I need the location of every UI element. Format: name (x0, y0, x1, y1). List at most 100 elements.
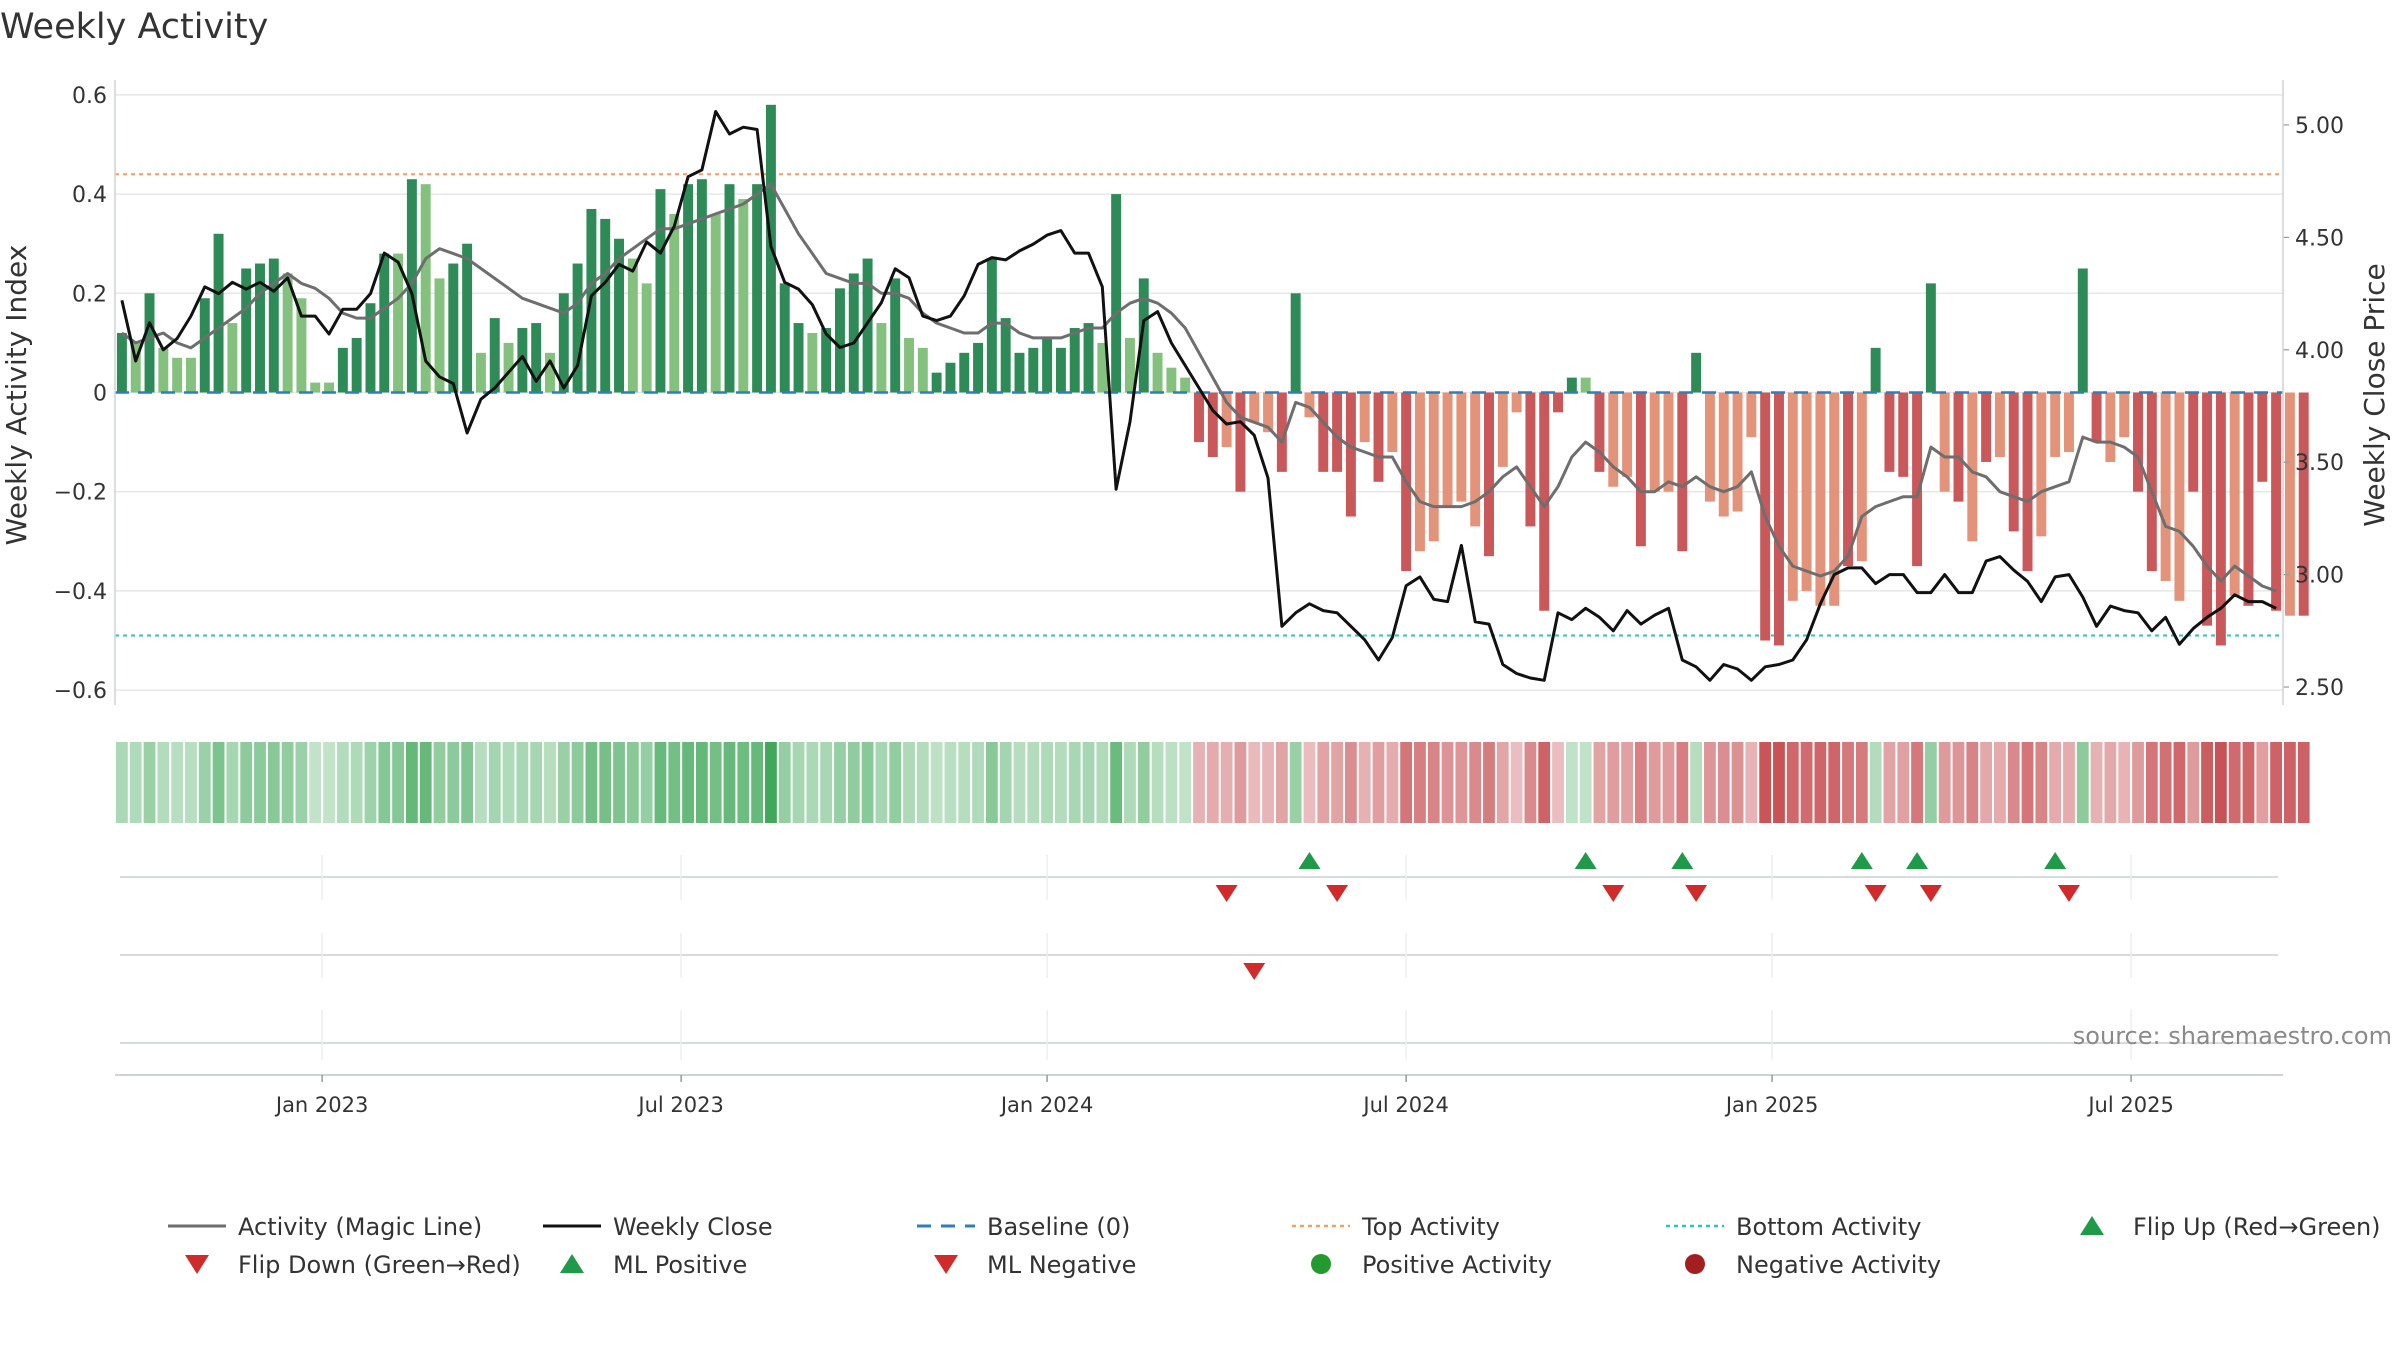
activity-bar (1884, 392, 1895, 472)
heat-cell (2159, 742, 2172, 823)
heat-cell (2173, 742, 2186, 823)
flip-down-marker (1864, 885, 1887, 902)
activity-bar (655, 189, 666, 393)
legend-label: Bottom Activity (1736, 1213, 1921, 1241)
legend-swatch (185, 1255, 209, 1274)
activity-bar (158, 347, 169, 393)
heat-cell (267, 742, 280, 823)
heat-cell (488, 742, 501, 823)
activity-bar (959, 352, 970, 393)
activity-bar (448, 263, 459, 393)
activity-bar (1166, 367, 1177, 393)
activity-bar (683, 184, 694, 393)
activity-bar (1843, 392, 1853, 567)
flip-down-marker (1215, 885, 1238, 902)
activity-bar (2146, 392, 2157, 572)
activity-bar (1663, 392, 1674, 492)
activity-bar (406, 179, 417, 393)
heat-cell (2228, 742, 2241, 823)
heat-cell (157, 742, 170, 823)
legend-item: Baseline (0) (917, 1213, 1130, 1241)
heat-cell (2076, 742, 2089, 823)
legend-item: ML Positive (560, 1251, 747, 1279)
activity-bar (1387, 392, 1398, 453)
activity-bar (1704, 392, 1715, 502)
heat-cell (392, 742, 404, 823)
heat-cell (1828, 742, 1841, 823)
activity-bar (1276, 392, 1287, 472)
activity-bar (1718, 392, 1729, 517)
heat-cell (792, 742, 805, 823)
heat-cell (2145, 742, 2158, 823)
x-tick-label: Jul 2025 (2086, 1093, 2173, 1117)
activity-bar (1856, 392, 1867, 562)
heat-cell (1400, 742, 1413, 823)
heat-cell (1648, 742, 1661, 823)
legend-item: Weekly Close (543, 1213, 773, 1241)
heat-cell (1303, 742, 1316, 823)
activity-bar (848, 273, 859, 393)
legend-label: ML Positive (613, 1251, 747, 1279)
heat-cell (999, 742, 1012, 823)
activity-bar (1470, 392, 1481, 527)
activity-bar (1635, 392, 1646, 547)
activity-bar (793, 323, 804, 393)
flip-up-marker (1671, 852, 1694, 869)
x-tick-label: Jul 2023 (636, 1093, 723, 1117)
activity-bar (475, 352, 486, 393)
heat-cell (1414, 742, 1426, 823)
heat-cell (847, 742, 860, 823)
activity-bar (1525, 392, 1536, 527)
heat-cell (1869, 742, 1882, 823)
activity-bar (1939, 392, 1950, 492)
heat-cell (1994, 742, 2006, 823)
activity-bar (738, 199, 749, 393)
activity-bar (2050, 392, 2061, 457)
heat-cell (1938, 742, 1951, 823)
heat-cell (516, 742, 529, 823)
activity-bar (1332, 392, 1343, 472)
activity-bar (2271, 392, 2282, 611)
legend-swatch (2080, 1216, 2104, 1235)
legend-item: Negative Activity (1685, 1251, 1941, 1279)
activity-bar (1083, 323, 1094, 393)
heat-cell (378, 742, 391, 823)
y2-tick-label: 3.00 (2295, 564, 2344, 589)
activity-bar (2063, 392, 2074, 453)
flip-up-marker (1574, 852, 1597, 869)
heat-cell (1842, 742, 1854, 823)
heat-cell (1924, 742, 1937, 823)
heat-cell (129, 742, 142, 823)
activity-bar (1967, 392, 1978, 542)
heat-cell (2214, 742, 2227, 823)
activity-bar (1497, 392, 1508, 467)
activity-bar (1318, 392, 1329, 472)
activity-bar (1815, 392, 1826, 606)
heat-cell (1483, 742, 1495, 823)
heat-cell (1358, 742, 1371, 823)
legend-swatch (1685, 1254, 1705, 1274)
heat-cell (2104, 742, 2117, 823)
legend: Activity (Magic Line) Weekly Close Baselin… (168, 1213, 2381, 1279)
y2-tick-label: 4.00 (2295, 339, 2344, 364)
heat-cell (654, 742, 667, 823)
heat-cell (1579, 742, 1592, 823)
activity-bar (1414, 392, 1425, 552)
activity-bar (600, 218, 611, 393)
heat-cell (1124, 742, 1136, 823)
heat-cell (185, 742, 197, 823)
heat-cell (2201, 742, 2213, 823)
heat-cell (985, 742, 998, 823)
heat-cell (475, 742, 487, 823)
heat-cell (198, 742, 211, 823)
heat-cell (461, 742, 474, 823)
legend-item: Flip Up (Red→Green) (2080, 1213, 2381, 1241)
heat-cell (1814, 742, 1827, 823)
heat-cell (433, 742, 446, 823)
heat-cell (1607, 742, 1620, 823)
activity-bar (172, 357, 183, 393)
activity-bar (1000, 318, 1011, 393)
activity-bar (213, 233, 224, 393)
activity-bar (144, 293, 155, 393)
